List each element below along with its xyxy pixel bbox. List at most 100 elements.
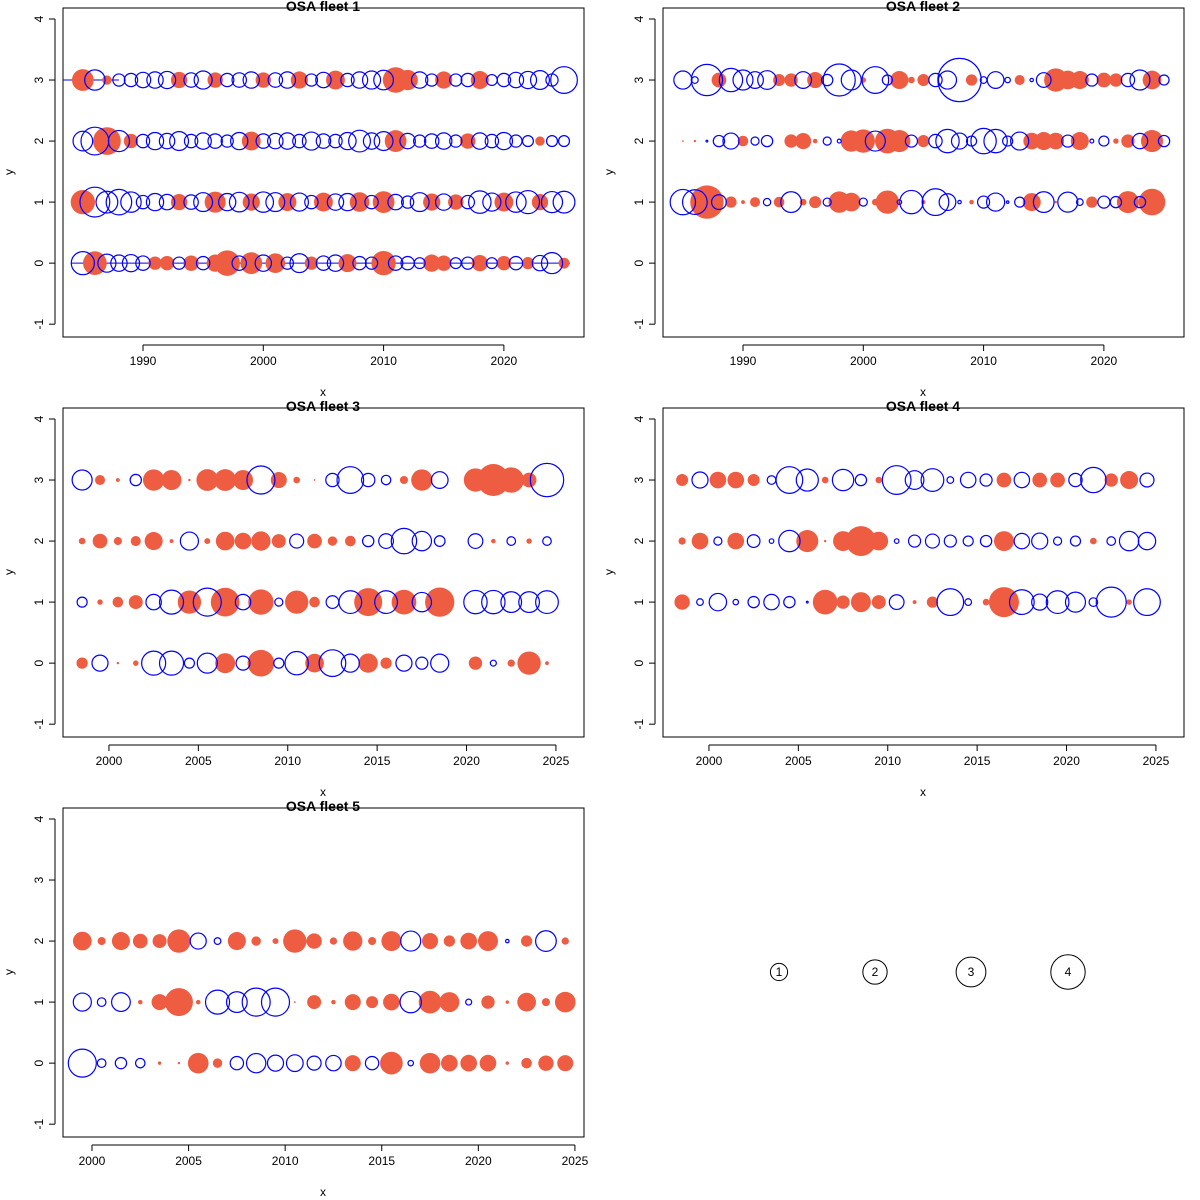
bubble-negative bbox=[795, 468, 819, 492]
bubble-positive bbox=[234, 532, 252, 550]
bubble-negative bbox=[79, 186, 111, 218]
bubble-negative bbox=[378, 533, 395, 550]
bubble-negative bbox=[1133, 195, 1147, 209]
bubble-positive bbox=[93, 127, 121, 155]
bubble-negative bbox=[72, 130, 94, 152]
bubble-negative bbox=[141, 650, 167, 676]
bubble-positive bbox=[1116, 191, 1139, 214]
bubble-negative bbox=[822, 136, 832, 146]
bubble-negative bbox=[304, 194, 319, 210]
x-tick-label: 2010 bbox=[970, 354, 997, 368]
bubble-negative bbox=[1080, 466, 1107, 494]
bubble-negative bbox=[762, 197, 772, 207]
bubble-positive bbox=[113, 537, 122, 546]
bubble-negative bbox=[242, 71, 261, 89]
plot-frame bbox=[62, 7, 585, 338]
bubble-positive bbox=[747, 474, 760, 487]
bubble-positive bbox=[196, 469, 219, 491]
bubble-negative bbox=[946, 476, 955, 484]
y-tick-label: 1 bbox=[32, 198, 46, 205]
x-tick-label: 2020 bbox=[1053, 754, 1080, 768]
bubble-negative bbox=[1031, 593, 1049, 611]
bubble-positive bbox=[674, 594, 690, 610]
bubble-negative bbox=[778, 529, 801, 553]
y-tick-label: 3 bbox=[632, 76, 646, 83]
bubble-negative bbox=[400, 195, 415, 209]
bubble-negative bbox=[540, 190, 564, 214]
bubble-negative bbox=[1010, 131, 1030, 151]
bubble-positive bbox=[343, 931, 363, 951]
bubble-negative bbox=[348, 129, 372, 153]
y-tick-label: 3 bbox=[32, 476, 46, 483]
panel-2: 1990 2000 2010 2020 -1 0 1 2 3 4 bbox=[632, 7, 1185, 368]
bubble-positive bbox=[496, 255, 512, 271]
bubble-positive bbox=[982, 598, 990, 606]
bubble-positive bbox=[111, 932, 130, 951]
bubble-positive bbox=[1022, 193, 1041, 212]
bubble-negative bbox=[120, 191, 142, 213]
bubble-negative bbox=[924, 533, 941, 549]
bubble-negative bbox=[920, 468, 945, 492]
panel-1-xlabel: x bbox=[320, 385, 326, 399]
bubble-negative bbox=[390, 527, 418, 555]
bubble-negative bbox=[326, 193, 345, 211]
bubble-positive bbox=[344, 1055, 361, 1072]
bubble-negative bbox=[783, 595, 796, 609]
bubble-negative bbox=[950, 132, 969, 150]
bubble-negative bbox=[1005, 200, 1010, 204]
bubble-positive bbox=[102, 75, 112, 85]
x-tick-label: 2005 bbox=[785, 754, 812, 768]
bubble-negative bbox=[1157, 134, 1171, 148]
bubble-negative bbox=[893, 538, 900, 544]
bubble-negative bbox=[732, 598, 740, 606]
y-tick-label: 4 bbox=[32, 15, 46, 22]
bubble-negative bbox=[1158, 74, 1170, 86]
bubble-negative bbox=[135, 194, 151, 210]
x-tick-label: 2000 bbox=[850, 354, 877, 368]
bubble-positive bbox=[851, 129, 875, 153]
bubble-negative bbox=[747, 595, 760, 609]
bubble-negative bbox=[1085, 73, 1099, 87]
bubble-negative bbox=[362, 132, 381, 150]
bubble-positive bbox=[161, 470, 182, 491]
bubble-positive bbox=[470, 71, 489, 90]
bubble-negative bbox=[673, 70, 693, 90]
bubble-negative bbox=[340, 653, 360, 673]
bubble-positive bbox=[996, 472, 1012, 488]
bubble-negative bbox=[669, 188, 697, 216]
y-tick-label: 2 bbox=[632, 137, 646, 144]
bubble-negative bbox=[449, 73, 463, 87]
bubble-negative bbox=[72, 992, 92, 1012]
bubble-positive bbox=[116, 661, 120, 665]
bubble-positive bbox=[812, 138, 818, 144]
legend-label: 3 bbox=[968, 965, 975, 979]
x-tick-label: 2025 bbox=[1143, 754, 1170, 768]
x-tick-label: 2010 bbox=[272, 1154, 299, 1168]
bubble-positive bbox=[1096, 72, 1112, 88]
bubble-negative bbox=[840, 69, 862, 91]
bubble-negative bbox=[881, 465, 912, 495]
bubble-positive bbox=[148, 256, 162, 270]
bubble-negative bbox=[192, 587, 222, 617]
bubble-positive bbox=[1140, 130, 1164, 153]
bubble-negative bbox=[196, 652, 218, 674]
bubble-negative bbox=[535, 590, 559, 615]
bubble-negative bbox=[718, 67, 744, 93]
bubble-negative bbox=[557, 135, 571, 148]
bubble-positive bbox=[460, 1054, 478, 1072]
y-tick-label: -1 bbox=[32, 1119, 46, 1130]
bubble-negative bbox=[935, 128, 960, 154]
bubble-positive bbox=[875, 190, 900, 214]
bubble-negative bbox=[229, 1055, 245, 1071]
bubble-negative bbox=[169, 131, 190, 152]
bubble-negative bbox=[822, 63, 856, 97]
panel-3: 2000 2005 2010 2015 2020 2025 -1 0 1 2 3 4 bbox=[32, 407, 585, 768]
bubble-positive bbox=[307, 995, 322, 1010]
y-tick-label: -1 bbox=[632, 719, 646, 730]
bubble-positive bbox=[836, 595, 850, 609]
bubble-negative bbox=[241, 987, 271, 1017]
bubble-positive bbox=[71, 69, 94, 91]
bubble-negative bbox=[1095, 586, 1127, 618]
bubble-negative bbox=[135, 133, 151, 149]
